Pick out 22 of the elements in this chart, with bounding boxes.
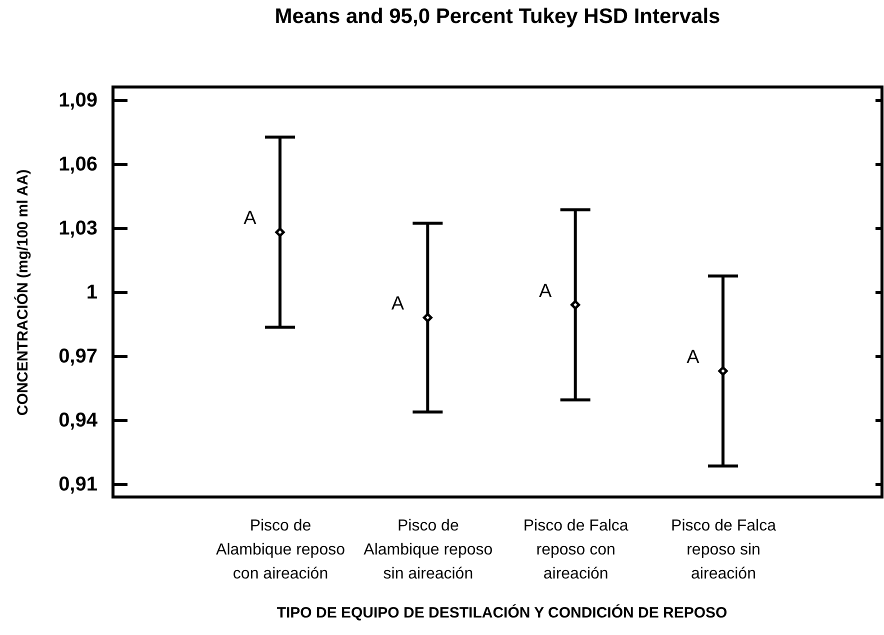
- y-tick-label: 0,91: [58, 474, 98, 496]
- annotation: A: [686, 347, 700, 368]
- point: [275, 227, 285, 237]
- point: [718, 366, 728, 376]
- x-tick-label: Pisco de Falca reposo sin aireación: [671, 518, 776, 582]
- annotation: A: [538, 280, 552, 302]
- y-tick-label: 0,94: [58, 410, 98, 432]
- x-axis-title: TIPO DE EQUIPO DE DESTILACIÓN Y CONDICIÓN DE REPOSO: [276, 604, 728, 622]
- x-tick-label: Pisco de Alambique reposo con aireación: [216, 518, 346, 582]
- y-tick-label: 1,03: [58, 217, 98, 240]
- y-tick-label: 1,09: [58, 89, 98, 112]
- point: [422, 312, 432, 322]
- x-tick-label: Pisco de Falca reposo con aireación: [523, 518, 628, 582]
- annotation: A: [244, 208, 257, 230]
- y-axis-title: CONCENTRACIÓN (mg/100 ml AA): [14, 169, 32, 416]
- y-tick-label: 1: [86, 282, 98, 304]
- x-tick-label: Pisco de Alambique reposo sin aireación: [364, 518, 493, 582]
- chart-title: Means and 95,0 Percent Tukey HSD Intervals: [274, 5, 720, 28]
- annotation: A: [391, 294, 404, 315]
- point: [570, 300, 580, 310]
- y-tick-label: 1,06: [58, 153, 98, 176]
- y-tick-label: 0,97: [58, 346, 98, 368]
